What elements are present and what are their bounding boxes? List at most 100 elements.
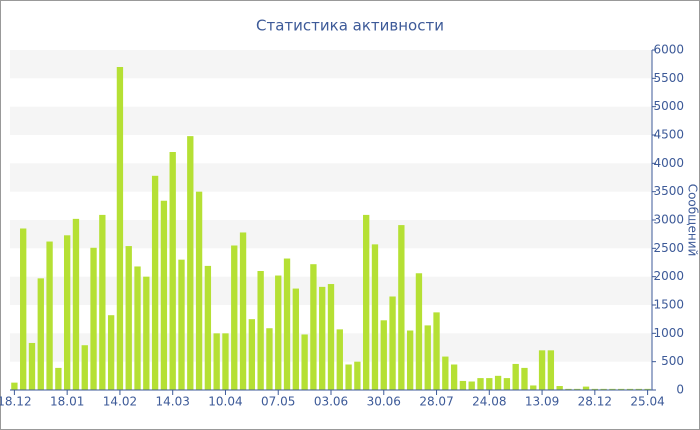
bar [591, 388, 599, 390]
bar [635, 388, 642, 390]
bar [266, 328, 273, 390]
bar [398, 225, 405, 390]
y-tick-label: 0 [676, 383, 684, 397]
bar [626, 388, 634, 390]
x-tick-label: 14.03 [156, 395, 190, 409]
bar [336, 329, 343, 390]
bar [204, 265, 212, 390]
bar [213, 333, 220, 390]
bar [72, 218, 80, 390]
bar [63, 235, 71, 390]
bar [424, 325, 431, 390]
bar [503, 378, 511, 390]
y-tick-label: 500 [661, 354, 684, 368]
bar [574, 388, 581, 390]
bar [450, 364, 458, 390]
bar [363, 214, 370, 390]
bar [354, 361, 361, 390]
chart-title: Статистика активности [256, 17, 444, 35]
bar [486, 378, 493, 390]
x-tick-label: 28.07 [419, 395, 453, 409]
bar [442, 356, 449, 390]
y-tick-label: 2500 [653, 241, 684, 255]
bar [565, 388, 572, 390]
bar [644, 388, 651, 390]
bar [20, 228, 27, 390]
bar [433, 312, 440, 390]
y-tick-label: 5500 [653, 71, 684, 85]
x-tick-label: 14.02 [103, 395, 137, 409]
bar [222, 333, 229, 390]
y-tick-label: 1000 [653, 326, 684, 340]
bar [582, 386, 590, 390]
bar [310, 264, 317, 390]
bar [169, 152, 176, 390]
bar [107, 315, 115, 390]
bar [37, 278, 44, 390]
bar [28, 342, 36, 390]
bar [556, 386, 563, 390]
bar [11, 382, 18, 390]
bar [494, 375, 502, 390]
bar [415, 273, 423, 390]
bar [618, 388, 625, 390]
bar [275, 275, 282, 390]
bar [609, 388, 616, 390]
bar [345, 364, 352, 390]
x-tick-label: 03.06 [314, 395, 348, 409]
x-tick-label: 13.09 [525, 395, 559, 409]
bar [257, 271, 264, 390]
grid-band [10, 50, 652, 79]
bar [327, 284, 335, 390]
bar [530, 385, 537, 390]
bar [538, 350, 546, 390]
bar [55, 367, 62, 390]
bar [547, 350, 555, 390]
x-tick-label: 30.06 [367, 395, 401, 409]
bar [406, 330, 414, 390]
bar [99, 214, 106, 390]
x-tick-label: 07.05 [261, 395, 295, 409]
bar [301, 334, 308, 390]
bar [248, 319, 256, 390]
x-tick-label: 25.04 [630, 395, 664, 409]
bar [116, 67, 124, 390]
y-tick-label: 3000 [653, 213, 684, 227]
bar [371, 244, 379, 390]
bar [292, 288, 299, 390]
x-tick-label: 10.04 [208, 395, 242, 409]
bar [389, 296, 396, 390]
bar [380, 320, 387, 390]
bar [521, 367, 528, 390]
y-tick-label: 6000 [653, 43, 684, 57]
bar [477, 378, 484, 390]
bar [151, 175, 159, 390]
grid-band [10, 163, 652, 192]
y-tick-label: 5000 [653, 99, 684, 113]
bar [81, 345, 88, 390]
x-tick-label: 28.12 [578, 395, 612, 409]
y-tick-label: 1500 [653, 298, 684, 312]
bar [195, 191, 203, 390]
y-tick-label: 4000 [653, 156, 684, 170]
bar [143, 276, 150, 390]
bar [600, 388, 607, 390]
y-tick-label: 4500 [653, 128, 684, 142]
bar [231, 245, 238, 390]
x-tick-label: 18.01 [50, 395, 84, 409]
bar [319, 286, 326, 390]
bar [468, 381, 475, 390]
bar [134, 266, 141, 390]
bar [160, 200, 168, 390]
bar [46, 241, 53, 390]
bar [178, 259, 185, 390]
bar [283, 258, 291, 390]
y-axis-label: Сообщений [686, 184, 700, 257]
x-tick-label: 18.12 [0, 395, 32, 409]
bar [187, 136, 194, 390]
x-tick-label: 24.08 [472, 395, 506, 409]
y-tick-label: 3500 [653, 184, 684, 198]
bar [90, 247, 97, 390]
bar [239, 232, 247, 390]
